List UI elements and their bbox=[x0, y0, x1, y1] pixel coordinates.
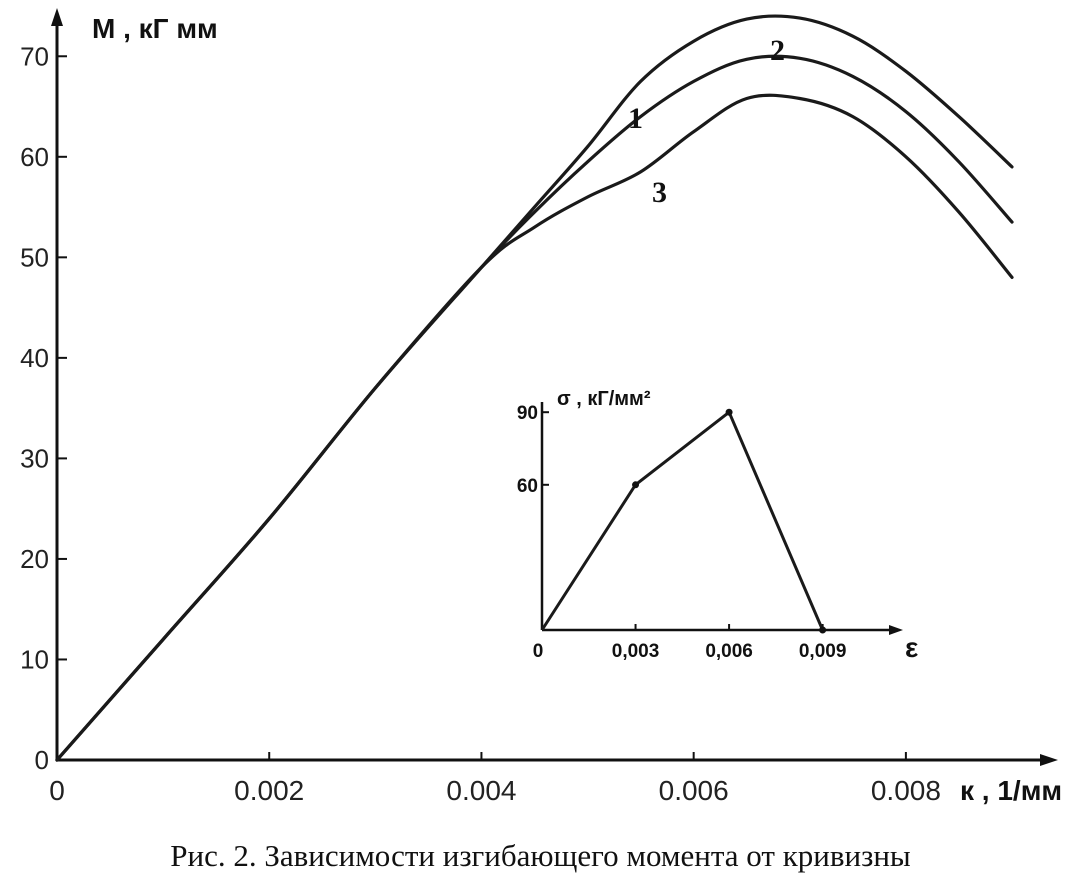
y-tick-label: 20 bbox=[20, 544, 49, 574]
inset-point bbox=[725, 408, 733, 416]
inset-series-line bbox=[540, 410, 824, 631]
curve-label-3: 3 bbox=[652, 176, 667, 209]
y-tick-label: 0 bbox=[35, 745, 49, 775]
inset-ticks: 60 90 0 0,003 0,006 0,009 bbox=[517, 403, 847, 662]
inset-x-axis-arrow bbox=[889, 625, 903, 635]
series-line-3 bbox=[55, 93, 1014, 762]
x-tick-label: 0.004 bbox=[446, 775, 516, 806]
x-tick-label: 0.008 bbox=[871, 775, 941, 806]
y-tick-label: 40 bbox=[20, 343, 49, 373]
y-tick-label: 70 bbox=[20, 41, 49, 71]
x-axis-arrow bbox=[1040, 754, 1058, 766]
main-axes bbox=[51, 8, 1058, 766]
main-series bbox=[55, 14, 1014, 762]
y-tick-label: 50 bbox=[20, 242, 49, 272]
inset-y-tick-label: 60 bbox=[517, 476, 538, 497]
figure-caption: Рис. 2. Зависимости изгибающего момента … bbox=[170, 838, 911, 873]
y-tick-label: 30 bbox=[20, 443, 49, 473]
y-axis-arrow bbox=[51, 8, 63, 26]
y-tick-label: 10 bbox=[20, 644, 49, 674]
inset-y-axis-label: σ , кГ/мм² bbox=[557, 388, 651, 410]
x-tick-label: 0.002 bbox=[234, 775, 304, 806]
inset-axes bbox=[540, 402, 903, 635]
inset-x-axis-label: ε bbox=[905, 632, 918, 663]
inset-point bbox=[632, 481, 640, 489]
inset-x-tick-label: 0 bbox=[533, 641, 544, 662]
y-tick-label: 60 bbox=[20, 142, 49, 172]
x-tick-label: 0.006 bbox=[659, 775, 729, 806]
inset-x-tick-label: 0,006 bbox=[705, 641, 753, 662]
inset-series bbox=[540, 408, 827, 634]
x-axis-label: к , 1/мм bbox=[960, 775, 1062, 806]
curve-label-2: 2 bbox=[770, 34, 785, 67]
y-axis-label: M , кГ мм bbox=[92, 13, 218, 44]
inset-y-tick-label: 90 bbox=[517, 403, 538, 424]
curve-label-1: 1 bbox=[628, 102, 643, 135]
x-tick-label: 0 bbox=[49, 775, 65, 806]
inset-x-tick-label: 0,009 bbox=[799, 641, 847, 662]
inset-x-tick-label: 0,003 bbox=[612, 641, 660, 662]
inset-point bbox=[819, 626, 827, 634]
